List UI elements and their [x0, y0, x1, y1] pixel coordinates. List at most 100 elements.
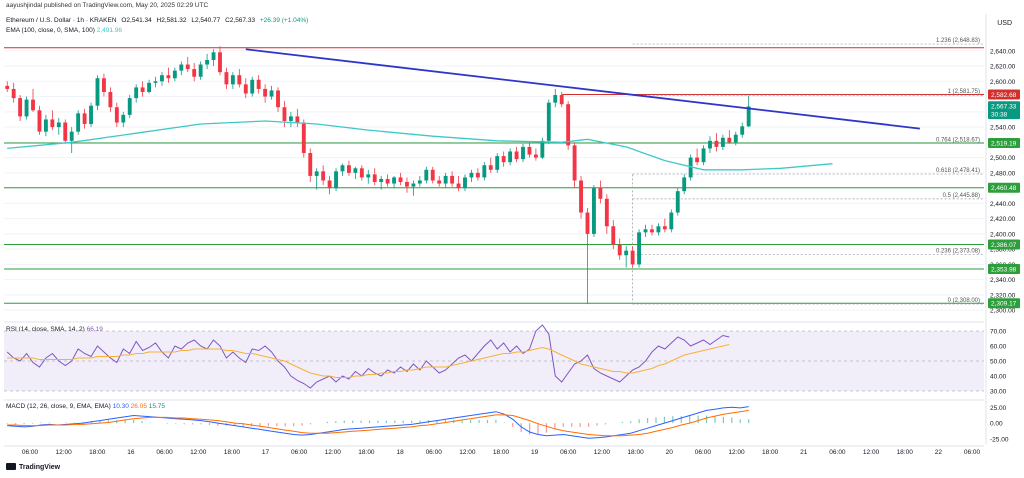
- candle-body: [334, 171, 338, 189]
- candle-body: [437, 180, 442, 184]
- macd-legend[interactable]: MACD (12, 26, close, 9, EMA, EMA) 10.30 …: [6, 403, 165, 410]
- candle-body: [656, 226, 661, 233]
- price-tick: 2,320.00: [990, 292, 1016, 299]
- support-lines: [4, 47, 984, 304]
- candle-body: [282, 107, 287, 121]
- fib-label: 0.618 (2,478.41): [936, 168, 980, 174]
- candle-body: [456, 183, 461, 189]
- candle-body: [424, 169, 429, 181]
- time-axis[interactable]: 06:00 12:00 18:00 16 06:00 12:00 18:00 17 06:00 1…: [4, 445, 984, 456]
- candle-body: [566, 104, 571, 146]
- ohlc-high: H2,581.32: [156, 17, 187, 24]
- candle-body: [650, 229, 654, 233]
- symbol-name[interactable]: Ethereum / U.S. Dollar · 1h · KRAKEN: [6, 17, 117, 24]
- rsi-tick: 30.00: [990, 389, 1007, 396]
- candle-body: [160, 75, 164, 82]
- rsi-legend[interactable]: RSI (14, close, SMA, 14, 2) 66.19: [6, 326, 103, 333]
- candle-body: [301, 122, 306, 154]
- time-tick: 18:00: [358, 449, 375, 456]
- candle-body: [417, 180, 422, 184]
- time-tick: 18:00: [493, 449, 510, 456]
- price-badge-label: 2,386.07: [991, 242, 1017, 249]
- ema-path: [7, 120, 833, 171]
- rsi-tick: 50.00: [990, 359, 1007, 366]
- ohlc-low: L2,540.77: [191, 17, 221, 24]
- candle-body: [482, 165, 487, 178]
- ema-value: 2,491.96: [96, 27, 122, 34]
- price-tick: 2,640.00: [990, 48, 1016, 55]
- time-tick: 18:00: [762, 449, 779, 456]
- time-tick: 06:00: [829, 449, 846, 456]
- candle-body: [179, 64, 184, 71]
- candle-body: [5, 85, 10, 89]
- candle-body: [192, 69, 197, 77]
- candle-body: [102, 78, 106, 92]
- candle-body: [121, 114, 126, 123]
- candle-body: [224, 72, 229, 85]
- rsi-band: [4, 331, 984, 391]
- candle-body: [611, 226, 616, 245]
- tradingview-logo[interactable]: TradingView: [6, 463, 60, 471]
- candle-body: [18, 98, 23, 117]
- fib-label: 1.236 (2,648.83): [936, 38, 980, 44]
- fib-label: 0.764 (2,518.67): [936, 137, 980, 143]
- candle-body: [89, 105, 93, 125]
- candle-body: [637, 232, 641, 265]
- ema-legend[interactable]: EMA (100, close, 0, SMA, 100) 2,491.96: [6, 27, 122, 34]
- candle-body: [501, 156, 506, 163]
- candle-body: [559, 95, 564, 105]
- time-tick: 12:00: [190, 449, 207, 456]
- time-tick: 21: [800, 449, 808, 456]
- candle-body: [553, 95, 558, 103]
- macd-tick: 0.00: [990, 421, 1003, 428]
- price-badge: [988, 137, 1020, 148]
- candle-body: [250, 79, 255, 94]
- candle-body: [198, 64, 203, 77]
- candle-body: [740, 126, 745, 135]
- candle-body: [243, 84, 248, 94]
- candle-body: [682, 177, 687, 192]
- symbol-legend[interactable]: Ethereum / U.S. Dollar · 1h · KRAKEN O2,…: [6, 17, 311, 24]
- candle-body: [230, 75, 235, 85]
- rsi-value: 66.19: [86, 326, 103, 333]
- candle-body: [675, 191, 680, 213]
- candle-body: [708, 140, 712, 149]
- time-tick: 18:00: [897, 449, 914, 456]
- price-tick: 2,620.00: [990, 64, 1016, 71]
- trendline-path: [245, 48, 920, 130]
- candle-body: [405, 182, 409, 187]
- candles[interactable]: [5, 46, 751, 305]
- candle-body: [295, 116, 300, 123]
- candle-body: [359, 168, 364, 178]
- candle-body: [546, 102, 551, 141]
- price-tick: 2,540.00: [990, 125, 1016, 132]
- candle-body: [495, 156, 500, 170]
- time-tick: 06:00: [291, 449, 308, 456]
- price-badge-label: 30:38: [991, 112, 1008, 119]
- candle-body: [643, 229, 648, 233]
- candle-body: [237, 75, 242, 85]
- rsi-series: [7, 344, 730, 378]
- candle-body: [43, 119, 48, 132]
- price-badge: [988, 298, 1020, 309]
- macd-title: MACD (12, 26, close, 9, EMA, EMA): [6, 403, 111, 410]
- price-badge: [988, 109, 1020, 120]
- price-badge-label: 2,309.17: [991, 301, 1017, 308]
- candle-body: [733, 134, 738, 143]
- candle-body: [114, 107, 119, 123]
- candle-body: [592, 188, 596, 234]
- macd-series: [7, 406, 749, 439]
- trendline[interactable]: [245, 48, 920, 130]
- price-tick: 2,600.00: [990, 79, 1016, 86]
- candle-body: [63, 122, 68, 141]
- candle-body: [347, 165, 351, 173]
- price-badge-label: 2,582.68: [991, 92, 1017, 99]
- candle-body: [727, 137, 732, 143]
- candle-body: [598, 188, 603, 199]
- candle-body: [475, 172, 480, 178]
- candle-body: [746, 106, 751, 127]
- candle-body: [50, 119, 55, 128]
- price-badge-label: 2,519.19: [991, 140, 1017, 147]
- candle-body: [366, 174, 371, 178]
